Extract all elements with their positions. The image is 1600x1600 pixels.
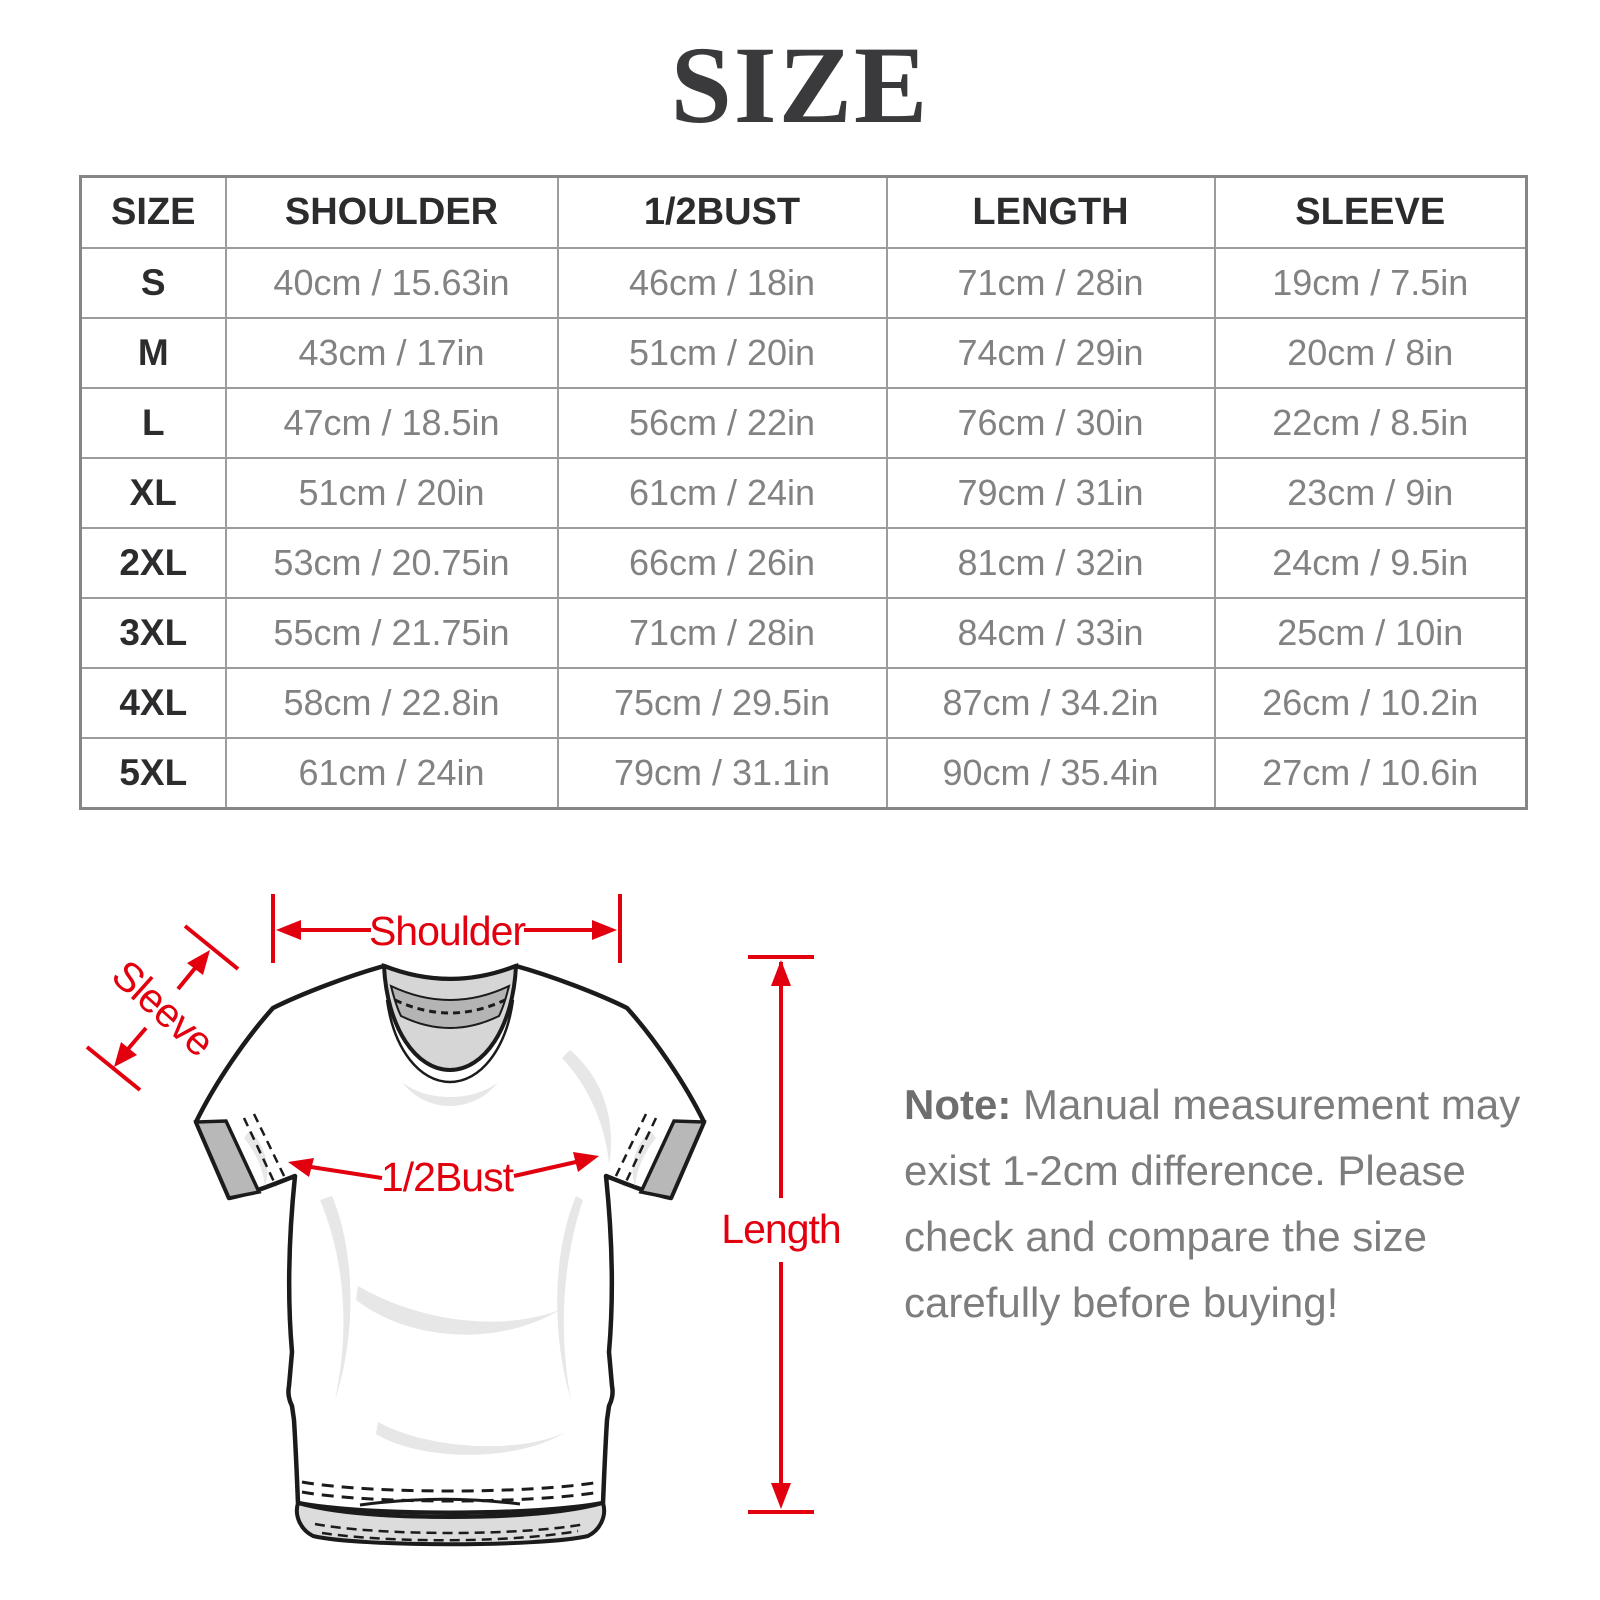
size-cell: XL xyxy=(79,457,227,529)
header-bust: 1/2BUST xyxy=(556,175,888,249)
measurement-cell: 71cm / 28in xyxy=(556,597,888,669)
measurement-cell: 22cm / 8.5in xyxy=(1213,387,1528,459)
collar-rib-line xyxy=(385,999,515,1084)
measurement-note: Note: Manual measurement may exist 1-2cm… xyxy=(904,1072,1524,1336)
note-text: Manual measurement may xyxy=(1023,1081,1521,1128)
length-arrow xyxy=(748,955,814,1514)
header-size: SIZE xyxy=(79,175,227,249)
measurement-cell: 20cm / 8in xyxy=(1213,317,1528,389)
note-line: Note: Manual measurement may xyxy=(904,1072,1524,1138)
table-row: L 47cm / 18.5in 56cm / 22in 76cm / 30in 22cm… xyxy=(79,387,1528,459)
note-text: check and compare the size xyxy=(904,1213,1427,1260)
tshirt-illustration xyxy=(193,963,707,1547)
right-cuff xyxy=(612,1113,707,1200)
size-cell: S xyxy=(79,247,227,319)
measurement-cell: 40cm / 15.63in xyxy=(224,247,559,319)
page-title: SIZE xyxy=(670,24,930,146)
length-label: Length xyxy=(721,1206,840,1252)
collar xyxy=(381,963,519,1084)
note-label: Note: xyxy=(904,1081,1012,1128)
dimension-lines xyxy=(85,894,814,1514)
measurement-cell: 19cm / 7.5in xyxy=(1213,247,1528,319)
size-cell: 4XL xyxy=(79,667,227,739)
header-shoulder: SHOULDER xyxy=(224,175,559,249)
collar-stitch xyxy=(394,998,506,1015)
measurement-cell: 61cm / 24in xyxy=(556,457,888,529)
table-row: 4XL 58cm / 22.8in 75cm / 29.5in 87cm / 34.2… xyxy=(79,667,1528,739)
table-row: XL 51cm / 20in 61cm / 24in 79cm / 31in 23cm … xyxy=(79,457,1528,529)
header-sleeve: SLEEVE xyxy=(1213,175,1528,249)
measurement-cell: 23cm / 9in xyxy=(1213,457,1528,529)
bust-label: 1/2Bust xyxy=(381,1154,515,1200)
collar-band xyxy=(389,984,511,1029)
size-cell: 3XL xyxy=(79,597,227,669)
bust-left-arrowhead xyxy=(288,1158,314,1177)
measurement-cell: 26cm / 10.2in xyxy=(1213,667,1528,739)
table-header-row: SIZE SHOULDER 1/2BUST LENGTH SLEEVE xyxy=(79,175,1528,249)
size-cell: 5XL xyxy=(79,737,227,810)
measurement-cell: 51cm / 20in xyxy=(224,457,559,529)
sleeve-lower-arrowhead xyxy=(114,1042,137,1067)
measurement-cell: 43cm / 17in xyxy=(224,317,559,389)
sleeve-upper-arrowhead xyxy=(187,950,210,975)
left-cuff xyxy=(193,1113,288,1200)
measurement-cell: 55cm / 21.75in xyxy=(224,597,559,669)
table-row: S 40cm / 15.63in 46cm / 18in 71cm / 28in 19c… xyxy=(79,247,1528,319)
measurement-cell: 27cm / 10.6in xyxy=(1213,737,1528,810)
shoulder-left-arrowhead xyxy=(276,920,301,940)
measurement-cell: 79cm / 31in xyxy=(885,457,1216,529)
wrinkle-shadows xyxy=(244,1050,656,1455)
measurement-cell: 87cm / 34.2in xyxy=(885,667,1216,739)
table-row: 5XL 61cm / 24in 79cm / 31.1in 90cm / 35.4in… xyxy=(79,737,1528,810)
note-text: exist 1-2cm difference. Please xyxy=(904,1147,1466,1194)
measurement-cell: 61cm / 24in xyxy=(224,737,559,810)
length-bottom-arrowhead xyxy=(771,1483,791,1509)
measurement-cell: 71cm / 28in xyxy=(885,247,1216,319)
size-cell: 2XL xyxy=(79,527,227,599)
size-cell: L xyxy=(79,387,227,459)
bottom-hem xyxy=(294,1480,607,1547)
measurement-cell: 24cm / 9.5in xyxy=(1213,527,1528,599)
bust-arrow xyxy=(310,1160,577,1180)
measurement-cell: 75cm / 29.5in xyxy=(556,667,888,739)
size-table: SIZE SHOULDER 1/2BUST LENGTH SLEEVE S 40c… xyxy=(79,175,1528,810)
shoulder-arrow xyxy=(271,894,622,963)
sleeve-arrow xyxy=(85,924,240,1092)
measurement-cell: 25cm / 10in xyxy=(1213,597,1528,669)
measurement-cell: 76cm / 30in xyxy=(885,387,1216,459)
table-row: M 43cm / 17in 51cm / 20in 74cm / 29in 20cm /… xyxy=(79,317,1528,389)
measurement-cell: 51cm / 20in xyxy=(556,317,888,389)
length-top-arrowhead xyxy=(771,960,791,986)
measurement-cell: 53cm / 20.75in xyxy=(224,527,559,599)
measurement-cell: 47cm / 18.5in xyxy=(224,387,559,459)
note-text: carefully before buying! xyxy=(904,1279,1339,1326)
shoulder-right-arrowhead xyxy=(592,920,617,940)
measurement-cell: 66cm / 26in xyxy=(556,527,888,599)
table-row: 3XL 55cm / 21.75in 71cm / 28in 84cm / 33in 2… xyxy=(79,597,1528,669)
measurement-cell: 79cm / 31.1in xyxy=(556,737,888,810)
measurement-cell: 58cm / 22.8in xyxy=(224,667,559,739)
measurement-cell: 46cm / 18in xyxy=(556,247,888,319)
header-length: LENGTH xyxy=(885,175,1216,249)
measurement-cell: 84cm / 33in xyxy=(885,597,1216,669)
size-cell: M xyxy=(79,317,227,389)
measurement-cell: 90cm / 35.4in xyxy=(885,737,1216,810)
bust-right-arrowhead xyxy=(573,1152,599,1172)
measurement-cell: 74cm / 29in xyxy=(885,317,1216,389)
table-row: 2XL 53cm / 20.75in 66cm / 26in 81cm / 32in 2… xyxy=(79,527,1528,599)
shoulder-label: Shoulder xyxy=(369,908,525,954)
measurement-cell: 56cm / 22in xyxy=(556,387,888,459)
measurement-cell: 81cm / 32in xyxy=(885,527,1216,599)
